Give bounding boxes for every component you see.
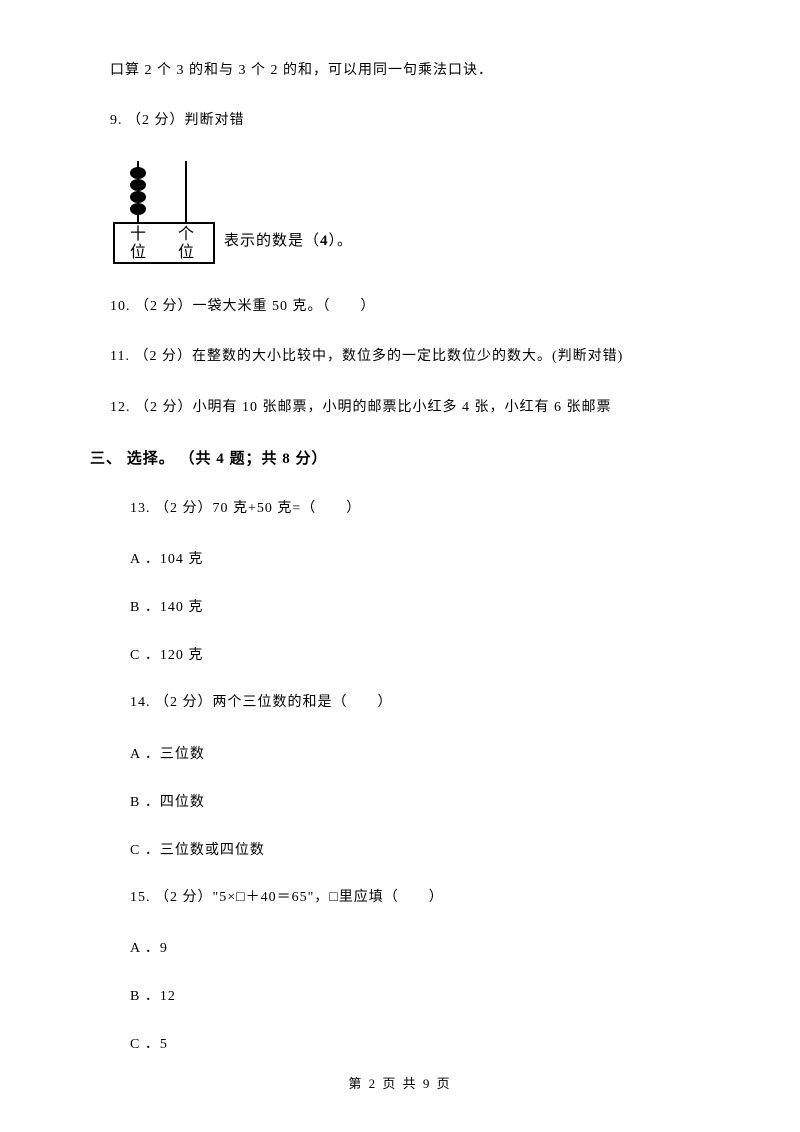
q11-stem: 11. （2 分）在整数的大小比较中，数位多的一定比数位少的数大。(判断对错) xyxy=(90,346,710,368)
svg-text:位: 位 xyxy=(178,243,194,261)
abacus-caption: 表示的数是（4）。 xyxy=(224,229,353,250)
q15-stem: 15. （2 分）"5×□＋40＝65"，□里应填（ ） xyxy=(90,887,710,909)
q14-option-c: C ．三位数或四位数 xyxy=(90,839,710,859)
q10-stem: 10. （2 分）一袋大米重 50 克。（ ） xyxy=(90,296,710,318)
q9-stem: 9. （2 分）判断对错 xyxy=(90,110,710,132)
q8-continuation: 口算 2 个 3 的和与 3 个 2 的和，可以用同一句乘法口诀． xyxy=(90,60,710,82)
abacus-icon: 十 位 个 位 xyxy=(110,161,220,266)
q13-option-c: C ．120 克 xyxy=(90,644,710,664)
q15-option-b: B ．12 xyxy=(90,985,710,1005)
page-footer: 第 2 页 共 9 页 xyxy=(0,1073,800,1092)
abacus-num: 4 xyxy=(320,233,329,249)
svg-text:位: 位 xyxy=(130,243,146,261)
svg-text:个: 个 xyxy=(178,225,194,243)
q14-option-a: A ．三位数 xyxy=(90,743,710,763)
q14-stem: 14. （2 分）两个三位数的和是（ ） xyxy=(90,692,710,714)
svg-text:十: 十 xyxy=(130,225,146,243)
q13-option-a: A ．104 克 xyxy=(90,548,710,568)
q12-stem: 12. （2 分）小明有 10 张邮票，小明的邮票比小红多 4 张，小红有 6 … xyxy=(90,397,710,419)
q15-option-c: C ．5 xyxy=(90,1033,710,1053)
abacus-text-close: ）。 xyxy=(329,233,354,249)
q13-option-b: B ．140 克 xyxy=(90,596,710,616)
q13-stem: 13. （2 分）70 克+50 克=（ ） xyxy=(90,498,710,520)
abacus-text-before: 表示的数是（ xyxy=(224,233,320,249)
q15-option-a: A ．9 xyxy=(90,937,710,957)
q14-option-b: B ．四位数 xyxy=(90,791,710,811)
section3-title: 三、 选择。 （共 4 题；共 8 分） xyxy=(90,447,710,468)
abacus-figure: 十 位 个 位 表示的数是（4）。 xyxy=(110,161,710,266)
